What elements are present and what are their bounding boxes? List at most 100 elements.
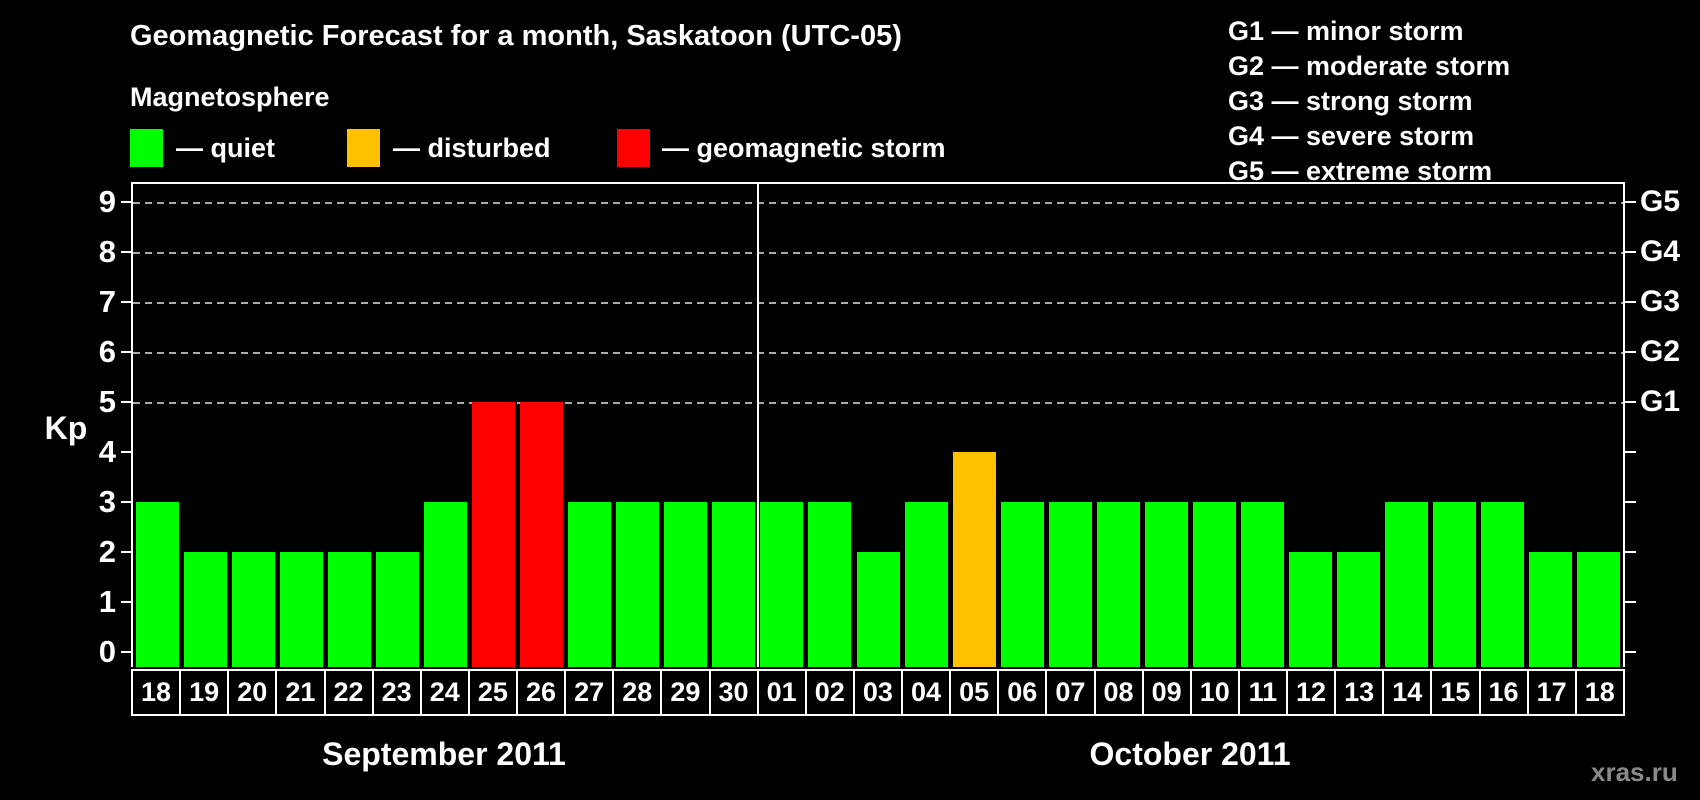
kp-bar-oct-04 [904,502,948,667]
y-axis-tick-right-9 [1625,201,1636,203]
day-label-sep-30: 30 [711,671,759,714]
kp-bar-sep-23 [375,552,419,667]
y-axis-label-3: 3 [98,484,116,519]
g-scale-axis-label-g2: G2 [1640,335,1681,368]
g-scale-axis-label-g5: G5 [1640,185,1681,218]
y-axis-tick-right-6 [1625,351,1636,353]
day-label-oct-11: 11 [1240,671,1288,714]
day-label-oct-18: 18 [1584,677,1615,707]
kp-bar-oct-07 [1048,502,1092,667]
kp-bar-sep-26 [520,402,564,667]
kp-bar-oct-10 [1192,502,1236,667]
g-scale-axis-label-g4: G4 [1640,235,1681,268]
kp-bar-oct-09 [1144,502,1188,667]
day-label-oct-13: 13 [1336,671,1385,714]
y-axis-label-7: 7 [98,284,116,319]
storm-scale-item-g2: G2 — moderate storm [1228,51,1511,81]
kp-bar-sep-24 [423,502,467,667]
y-axis-label-2: 2 [98,534,116,569]
day-label-oct-07: 07 [1047,671,1096,714]
kp-bar-sep-28 [616,502,660,667]
storm-scale-item-g5: G5 — extreme storm [1228,156,1493,186]
y-axis-tick-left-7 [121,301,132,303]
y-axis-tick-left-2 [121,551,132,553]
day-label-oct-02: 02 [807,671,855,714]
day-label-sep-19: 19 [181,671,230,714]
y-axis-label-9: 9 [98,184,116,219]
disturbed-legend-label: — disturbed [393,133,551,163]
kp-bar-oct-01 [760,502,804,667]
gridline-kp-9 [133,202,1623,204]
kp-bar-oct-17 [1529,552,1573,667]
kp-bar-oct-12 [1289,552,1333,667]
day-label-oct-17: 17 [1529,671,1577,714]
y-axis-tick-right-8 [1625,251,1636,253]
storm-scale-item-g3: G3 — strong storm [1228,86,1473,116]
y-axis-label-5: 5 [98,384,116,419]
y-axis-tick-right-1 [1625,601,1636,603]
y-axis-title-kp: Kp [44,410,88,446]
day-label-sep-21: 21 [277,671,326,714]
day-label-sep-27: 27 [566,671,615,714]
plot-area [131,182,1625,667]
kp-bar-sep-18 [135,502,179,667]
g-scale-axis-label-g3: G3 [1640,285,1681,318]
day-label-oct-16: 16 [1481,671,1529,714]
day-label-sep-29: 29 [662,671,711,714]
y-axis-tick-right-5 [1625,401,1636,403]
g-scale-axis-label-g1: G1 [1640,385,1681,418]
y-axis-tick-left-4 [121,451,132,453]
y-axis-label-0: 0 [98,634,116,669]
storm-scale-legend: G1 — minor storm G2 — moderate storm G3 … [1228,14,1510,189]
gridline-kp-6 [133,352,1623,354]
kp-bar-sep-30 [712,502,756,667]
storm-legend-label: — geomagnetic storm [662,133,946,163]
y-axis-tick-left-5 [121,401,132,403]
y-axis-tick-right-3 [1625,501,1636,503]
quiet-legend-swatch [130,129,163,167]
storm-legend-swatch [617,129,650,167]
kp-bar-oct-16 [1481,502,1525,667]
kp-bar-sep-22 [327,552,371,667]
magnetosphere-legend-title: Magnetosphere [130,82,330,112]
y-axis-tick-left-3 [121,501,132,503]
day-label-oct-15: 15 [1432,671,1481,714]
y-axis-tick-left-8 [121,251,132,253]
month-label-october: October 2011 [1089,736,1291,772]
day-label-sep-28: 28 [614,671,663,714]
kp-bar-sep-25 [471,402,515,667]
y-axis-tick-left-0 [121,651,132,653]
kp-bar-sep-19 [183,552,227,667]
day-label-sep-18: 18 [133,671,182,714]
day-label-oct-03: 03 [855,671,903,714]
kp-bar-oct-14 [1385,502,1429,667]
kp-bar-oct-15 [1433,502,1477,667]
watermark-xras: xras.ru [1591,757,1678,787]
y-axis-label-1: 1 [98,584,116,619]
month-divider-line [756,184,759,667]
y-axis-tick-right-4 [1625,451,1636,453]
day-label-sep-26: 26 [518,671,567,714]
kp-bar-sep-27 [568,502,612,667]
kp-bar-sep-21 [279,552,323,667]
y-axis-label-6: 6 [98,334,116,369]
kp-bar-sep-20 [231,552,275,667]
day-label-sep-22: 22 [326,671,374,714]
kp-bar-oct-08 [1096,502,1140,667]
kp-bar-oct-11 [1241,502,1285,667]
quiet-legend-label: — quiet [176,133,275,163]
day-label-oct-04: 04 [903,671,952,714]
day-label-sep-24: 24 [422,671,470,714]
storm-scale-item-g1: G1 — minor storm [1228,16,1464,46]
gridline-kp-7 [133,302,1623,304]
kp-bar-oct-02 [808,502,852,667]
day-label-sep-25: 25 [470,671,518,714]
y-axis-tick-right-2 [1625,551,1636,553]
kp-bar-oct-06 [1000,502,1044,667]
kp-bar-sep-29 [664,502,708,667]
day-label-oct-01: 01 [759,671,807,714]
month-label-september: September 2011 [322,736,566,772]
gridline-kp-5 [133,402,1623,404]
y-axis-tick-right-0 [1625,651,1636,653]
